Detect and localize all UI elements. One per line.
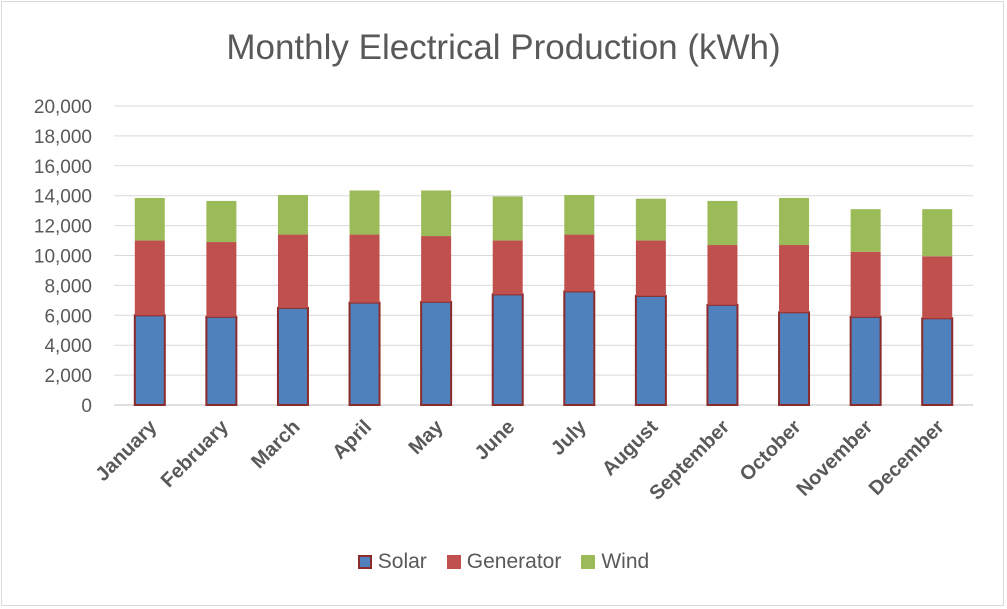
x-tick-label: February bbox=[157, 415, 234, 492]
bar-wind-october bbox=[779, 197, 810, 246]
bar-solar-may bbox=[420, 300, 453, 406]
bar-generator-may bbox=[421, 236, 452, 302]
bar-solar-november bbox=[849, 315, 882, 407]
legend-swatch bbox=[446, 555, 461, 569]
bar-solar-october bbox=[778, 311, 811, 406]
y-tick-label: 10,000 bbox=[34, 247, 92, 268]
bar-wind-june bbox=[492, 196, 523, 241]
bar-wind-january bbox=[134, 197, 165, 241]
chart-title: Monthly Electrical Production (kWh) bbox=[226, 28, 781, 67]
y-tick-label: 12,000 bbox=[34, 217, 92, 238]
bar-generator-september bbox=[707, 245, 738, 305]
y-tick-label: 4,000 bbox=[44, 336, 92, 357]
x-tick-label: June bbox=[471, 416, 520, 465]
y-tick-label: 6,000 bbox=[44, 306, 92, 327]
bar-generator-january bbox=[134, 240, 165, 316]
legend-swatch bbox=[581, 555, 596, 569]
bar-solar-december bbox=[921, 317, 954, 407]
x-tick-label: July bbox=[547, 415, 591, 459]
y-tick-label: 2,000 bbox=[44, 366, 92, 387]
x-tick-label: November bbox=[792, 416, 877, 501]
legend-item-solar: Solar bbox=[357, 550, 427, 574]
y-tick-label: 0 bbox=[81, 396, 92, 417]
bar-solar-july bbox=[563, 290, 596, 407]
bar-wind-december bbox=[922, 209, 953, 257]
bar-generator-november bbox=[850, 251, 881, 317]
bar-wind-november bbox=[850, 209, 881, 252]
x-tick-label: December bbox=[865, 416, 949, 500]
bar-wind-march bbox=[277, 194, 308, 235]
legend-swatch bbox=[357, 555, 372, 569]
y-tick-label: 16,000 bbox=[34, 157, 92, 178]
bar-solar-april bbox=[348, 301, 381, 406]
legend-item-generator: Generator bbox=[446, 550, 562, 574]
bar-wind-july bbox=[564, 194, 595, 235]
y-tick-label: 20,000 bbox=[34, 97, 92, 118]
bar-wind-september bbox=[707, 200, 738, 246]
bars bbox=[133, 190, 954, 407]
y-tick-label: 8,000 bbox=[44, 276, 92, 297]
bar-generator-august bbox=[635, 240, 666, 296]
bar-wind-april bbox=[349, 190, 380, 235]
gridlines bbox=[114, 105, 973, 406]
y-tick-label: 14,000 bbox=[34, 187, 92, 208]
bar-solar-january bbox=[133, 314, 166, 406]
y-axis-ticks: 0 2,000 4,000 6,000 8,000 10,000 12,000 14,000 1… bbox=[34, 97, 92, 417]
x-tick-label: October bbox=[736, 416, 806, 486]
bar-generator-june bbox=[492, 240, 523, 295]
legend-label: Wind bbox=[601, 550, 650, 573]
bar-solar-february bbox=[205, 315, 238, 407]
legend: Solar Generator Wind bbox=[0, 550, 1007, 574]
y-tick-label: 18,000 bbox=[34, 127, 92, 148]
x-tick-label: January bbox=[92, 415, 162, 485]
legend-item-wind: Wind bbox=[581, 550, 649, 574]
legend-label: Solar bbox=[377, 550, 427, 573]
bar-generator-march bbox=[277, 234, 308, 308]
bar-wind-may bbox=[421, 190, 452, 237]
bar-generator-february bbox=[206, 242, 237, 317]
bar-generator-october bbox=[779, 245, 810, 313]
bar-generator-july bbox=[564, 234, 595, 292]
bar-wind-february bbox=[206, 200, 237, 243]
x-tick-label: March bbox=[247, 416, 304, 473]
bar-generator-december bbox=[922, 256, 953, 319]
x-tick-label: August bbox=[598, 416, 663, 481]
bar-solar-march bbox=[276, 306, 309, 407]
x-tick-label: May bbox=[405, 415, 449, 459]
x-tick-label: April bbox=[328, 416, 376, 464]
bar-solar-september bbox=[706, 303, 739, 406]
bar-solar-august bbox=[634, 294, 667, 406]
legend-label: Generator bbox=[466, 550, 562, 573]
bar-wind-august bbox=[635, 198, 666, 241]
bar-generator-april bbox=[349, 234, 380, 303]
bar-solar-june bbox=[491, 293, 524, 406]
